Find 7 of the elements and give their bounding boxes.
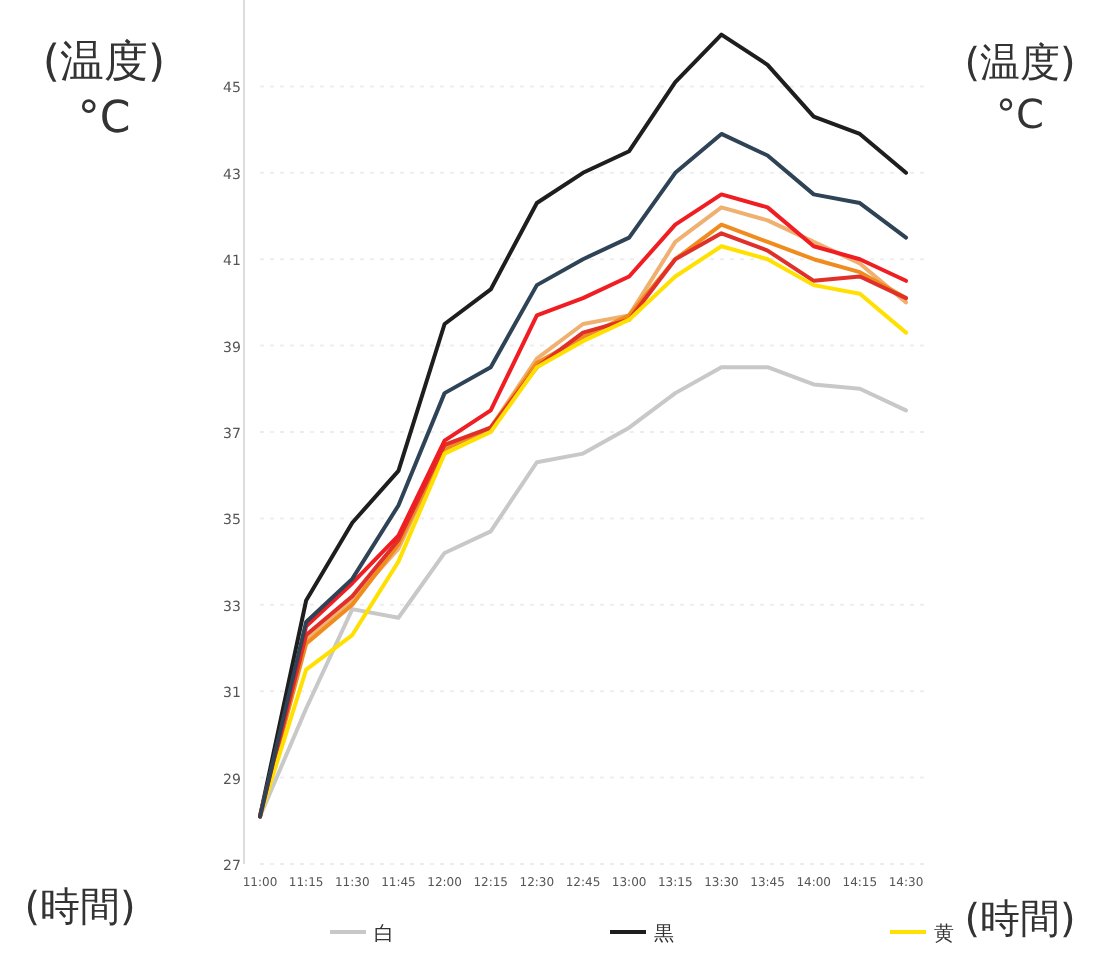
legend-label: 白 xyxy=(374,922,394,946)
legend-label: 黄 xyxy=(934,922,954,946)
y-axis-title: (温度) °C xyxy=(42,38,166,144)
x-axis-title: (時間) xyxy=(24,882,136,930)
text: (温度) °C xyxy=(964,38,1076,138)
legend-label: 黒 xyxy=(654,924,674,946)
text: (時間) xyxy=(964,894,1076,942)
